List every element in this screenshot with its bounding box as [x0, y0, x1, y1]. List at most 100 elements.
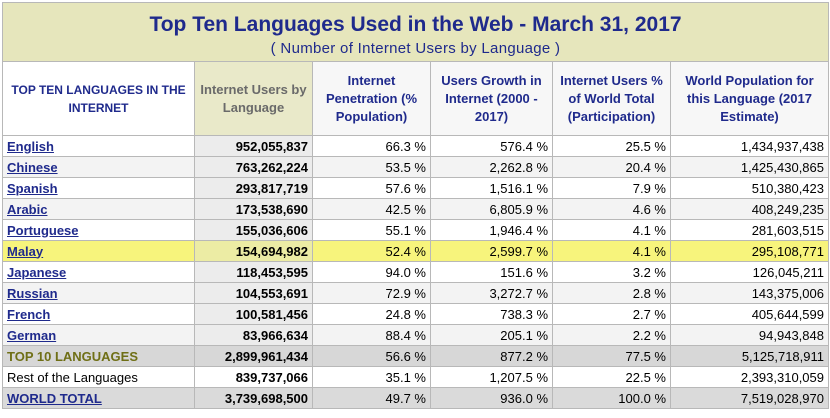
header-language: TOP TEN LANGUAGES IN THE INTERNET [2, 61, 195, 136]
language-link-spanish[interactable]: Spanish [7, 180, 58, 196]
world-total-row: WORLD TOTAL 3,739,698,500 49.7 % 936.0 %… [2, 387, 829, 409]
growth-cell: 877.2 % [430, 345, 553, 367]
language-cell: French [2, 303, 195, 325]
population-cell: 5,125,718,911 [670, 345, 829, 367]
language-cell: Malay [2, 240, 195, 262]
users-cell: 155,036,606 [194, 219, 313, 241]
penetration-cell: 49.7 % [312, 387, 431, 409]
users-cell: 2,899,961,434 [194, 345, 313, 367]
share-cell: 2.7 % [552, 303, 671, 325]
growth-cell: 3,272.7 % [430, 282, 553, 304]
penetration-cell: 24.8 % [312, 303, 431, 325]
language-cell: Chinese [2, 156, 195, 178]
share-cell: 100.0 % [552, 387, 671, 409]
penetration-cell: 66.3 % [312, 135, 431, 157]
growth-cell: 1,516.1 % [430, 177, 553, 199]
growth-cell: 6,805.9 % [430, 198, 553, 220]
share-cell: 4.1 % [552, 240, 671, 262]
growth-cell: 1,207.5 % [430, 366, 553, 388]
language-link-japanese[interactable]: Japanese [7, 264, 67, 280]
penetration-cell: 56.6 % [312, 345, 431, 367]
penetration-cell: 72.9 % [312, 282, 431, 304]
users-cell: 763,262,224 [194, 156, 313, 178]
growth-cell: 2,262.8 % [430, 156, 553, 178]
table-row: German 83,966,634 88.4 % 205.1 % 2.2 % 9… [2, 324, 829, 346]
language-link-malay[interactable]: Malay [7, 243, 44, 259]
growth-cell: 738.3 % [430, 303, 553, 325]
table-row: Russian 104,553,691 72.9 % 3,272.7 % 2.8… [2, 282, 829, 304]
users-cell: 293,817,719 [194, 177, 313, 199]
population-cell: 143,375,006 [670, 282, 829, 304]
growth-cell: 2,599.7 % [430, 240, 553, 262]
users-cell: 104,553,691 [194, 282, 313, 304]
languages-table: Top Ten Languages Used in the Web - Marc… [2, 2, 829, 409]
users-cell: 839,737,066 [194, 366, 313, 388]
table-row: Spanish 293,817,719 57.6 % 1,516.1 % 7.9… [2, 177, 829, 199]
table-row-highlighted: Malay 154,694,982 52.4 % 2,599.7 % 4.1 %… [2, 240, 829, 262]
header-row: TOP TEN LANGUAGES IN THE INTERNET Intern… [2, 61, 829, 136]
language-cell: Spanish [2, 177, 195, 199]
header-population: World Population for this Language (2017… [670, 61, 829, 136]
users-cell: 83,966,634 [194, 324, 313, 346]
table-title-cell: Top Ten Languages Used in the Web - Marc… [2, 2, 829, 62]
language-cell: Russian [2, 282, 195, 304]
language-link-german[interactable]: German [7, 327, 57, 343]
users-cell: 118,453,595 [194, 261, 313, 283]
population-cell: 94,943,848 [670, 324, 829, 346]
penetration-cell: 94.0 % [312, 261, 431, 283]
share-cell: 4.6 % [552, 198, 671, 220]
table-row: Chinese 763,262,224 53.5 % 2,262.8 % 20.… [2, 156, 829, 178]
growth-cell: 936.0 % [430, 387, 553, 409]
table-row: English 952,055,837 66.3 % 576.4 % 25.5 … [2, 135, 829, 157]
population-cell: 1,434,937,438 [670, 135, 829, 157]
language-link-portuguese[interactable]: Portuguese [7, 222, 79, 238]
penetration-cell: 52.4 % [312, 240, 431, 262]
table-row: French 100,581,456 24.8 % 738.3 % 2.7 % … [2, 303, 829, 325]
table-subtitle: ( Number of Internet Users by Language ) [270, 40, 561, 57]
language-link-french[interactable]: French [7, 306, 51, 322]
penetration-cell: 55.1 % [312, 219, 431, 241]
population-cell: 295,108,771 [670, 240, 829, 262]
world-total-label[interactable]: WORLD TOTAL [2, 387, 195, 409]
growth-cell: 1,946.4 % [430, 219, 553, 241]
table-row: Japanese 118,453,595 94.0 % 151.6 % 3.2 … [2, 261, 829, 283]
language-link-chinese[interactable]: Chinese [7, 159, 58, 175]
table-row: Arabic 173,538,690 42.5 % 6,805.9 % 4.6 … [2, 198, 829, 220]
population-cell: 2,393,310,059 [670, 366, 829, 388]
share-cell: 25.5 % [552, 135, 671, 157]
top10-total-row: TOP 10 LANGUAGES 2,899,961,434 56.6 % 87… [2, 345, 829, 367]
language-cell: Japanese [2, 261, 195, 283]
users-cell: 173,538,690 [194, 198, 313, 220]
population-cell: 405,644,599 [670, 303, 829, 325]
language-cell: Portuguese [2, 219, 195, 241]
population-cell: 7,519,028,970 [670, 387, 829, 409]
penetration-cell: 57.6 % [312, 177, 431, 199]
population-cell: 126,045,211 [670, 261, 829, 283]
population-cell: 281,603,515 [670, 219, 829, 241]
header-growth: Users Growth in Internet (2000 - 2017) [430, 61, 553, 136]
language-cell: German [2, 324, 195, 346]
users-cell: 952,055,837 [194, 135, 313, 157]
languages-table-container: Top Ten Languages Used in the Web - Marc… [2, 2, 829, 409]
population-cell: 408,249,235 [670, 198, 829, 220]
users-cell: 3,739,698,500 [194, 387, 313, 409]
share-cell: 3.2 % [552, 261, 671, 283]
language-link-english[interactable]: English [7, 138, 54, 154]
share-cell: 4.1 % [552, 219, 671, 241]
header-penetration: Internet Penetration (% Population) [312, 61, 431, 136]
table-title: Top Ten Languages Used in the Web - Marc… [149, 13, 682, 36]
penetration-cell: 53.5 % [312, 156, 431, 178]
header-share: Internet Users % of World Total (Partici… [552, 61, 671, 136]
share-cell: 2.2 % [552, 324, 671, 346]
table-row: Portuguese 155,036,606 55.1 % 1,946.4 % … [2, 219, 829, 241]
top10-label: TOP 10 LANGUAGES [2, 345, 195, 367]
penetration-cell: 35.1 % [312, 366, 431, 388]
share-cell: 20.4 % [552, 156, 671, 178]
rest-languages-row: Rest of the Languages 839,737,066 35.1 %… [2, 366, 829, 388]
language-link-arabic[interactable]: Arabic [7, 201, 48, 217]
users-cell: 100,581,456 [194, 303, 313, 325]
language-link-russian[interactable]: Russian [7, 285, 58, 301]
share-cell: 22.5 % [552, 366, 671, 388]
share-cell: 7.9 % [552, 177, 671, 199]
growth-cell: 576.4 % [430, 135, 553, 157]
